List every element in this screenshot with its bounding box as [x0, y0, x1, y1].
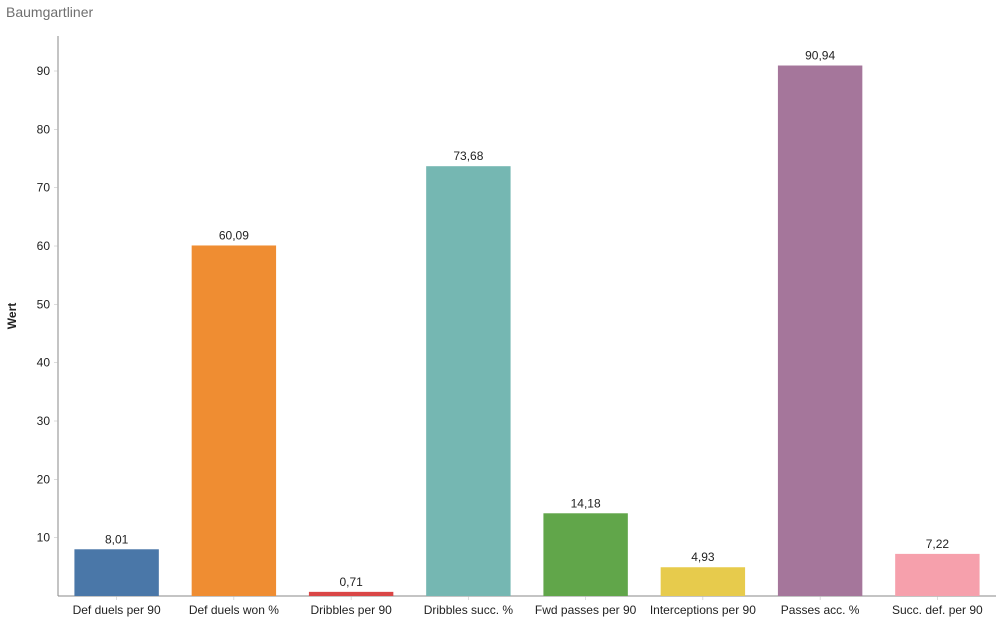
chart-container: 10 20 30 40 50 60 70 80 90 Wert 8,01 Def duels per …	[0, 24, 1000, 626]
x-tick-label: Succ. def. per 90	[892, 603, 983, 617]
bar-value-label: 7,22	[926, 537, 950, 551]
x-tick-label: Def duels won %	[189, 603, 279, 617]
y-tick-label: 60	[37, 239, 51, 253]
bar	[74, 549, 158, 596]
bar-value-label: 60,09	[219, 228, 249, 242]
y-axis-label: Wert	[5, 303, 19, 329]
y-tick-label: 30	[37, 414, 51, 428]
x-tick-label: Def duels per 90	[73, 603, 161, 617]
bar-value-label: 8,01	[105, 532, 129, 546]
x-tick-label: Dribbles succ. %	[424, 603, 514, 617]
bar	[192, 245, 276, 596]
bar	[543, 513, 627, 596]
bar-value-label: 4,93	[691, 550, 715, 564]
bar-value-label: 90,94	[805, 49, 835, 63]
y-tick-label: 90	[37, 64, 51, 78]
bar-value-label: 14,18	[571, 496, 601, 510]
bar-value-label: 73,68	[453, 149, 483, 163]
y-tick-label: 70	[37, 181, 51, 195]
x-tick-label: Fwd passes per 90	[535, 603, 637, 617]
bar	[426, 166, 510, 596]
y-tick-label: 40	[37, 356, 51, 370]
bar	[661, 567, 745, 596]
y-tick-label: 20	[37, 472, 51, 486]
bar	[309, 592, 393, 596]
x-tick-label: Passes acc. %	[781, 603, 860, 617]
bar	[778, 66, 862, 596]
x-tick-label: Dribbles per 90	[310, 603, 392, 617]
bar	[895, 554, 979, 596]
y-tick-label: 10	[37, 531, 51, 545]
y-tick-label: 80	[37, 122, 51, 136]
bar-value-label: 0,71	[339, 575, 363, 589]
y-tick-label: 50	[37, 297, 51, 311]
chart-title: Baumgartliner	[6, 4, 93, 20]
bar-chart: 10 20 30 40 50 60 70 80 90 Wert 8,01 Def duels per …	[0, 24, 1000, 624]
x-tick-label: Interceptions per 90	[650, 603, 756, 617]
